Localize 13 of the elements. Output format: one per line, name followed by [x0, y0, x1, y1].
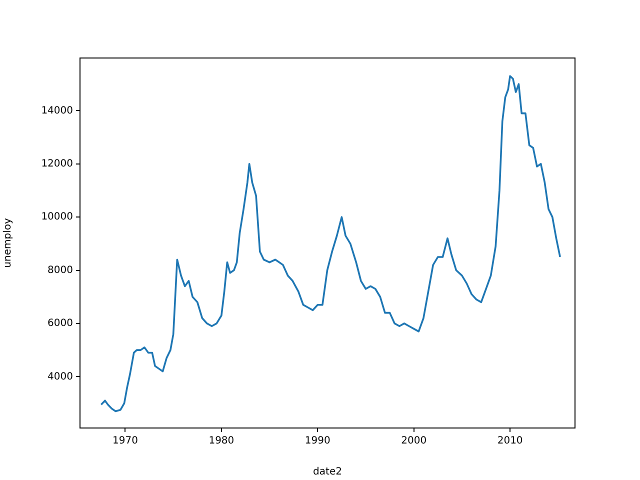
x-tick-label: 1980: [208, 436, 234, 447]
y-tick-label: 8000: [48, 264, 73, 276]
y-tick-label: 14000: [41, 105, 73, 116]
y-axis-title: unemploy: [2, 218, 14, 268]
x-tick-label: 2010: [497, 436, 523, 447]
x-tick-label: 2000: [401, 436, 427, 447]
x-axis-title: date2: [313, 466, 342, 478]
y-tick-label: 12000: [41, 158, 73, 170]
x-tick-label: 1970: [112, 436, 138, 447]
x-tick-label: 1990: [304, 436, 330, 447]
y-tick-label: 4000: [48, 371, 73, 382]
y-tick-label: 6000: [48, 318, 73, 330]
y-tick-label: 10000: [41, 212, 73, 223]
